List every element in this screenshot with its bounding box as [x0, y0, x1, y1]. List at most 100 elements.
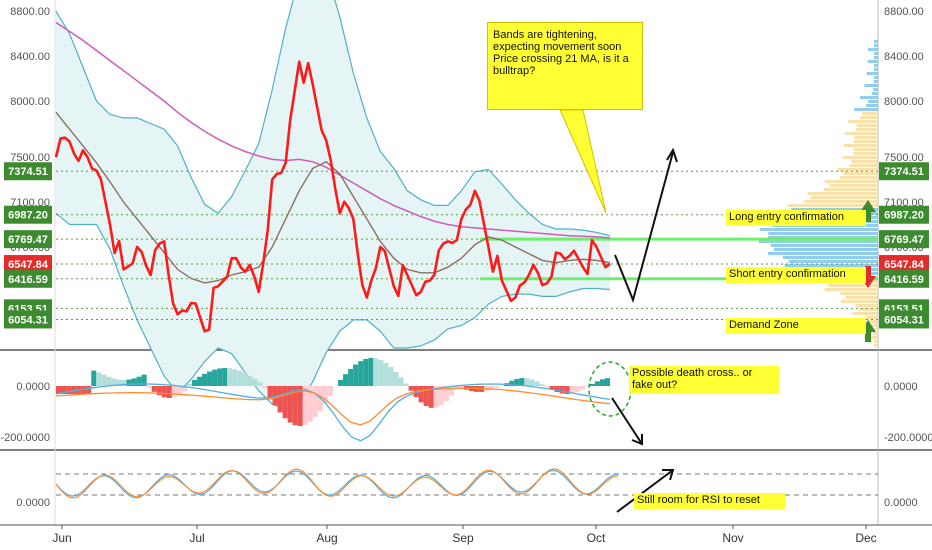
right-level-label: 6416.59	[884, 274, 924, 286]
macd-histogram-bar	[579, 386, 585, 390]
macd-histogram-bar	[599, 379, 605, 386]
macd-histogram-bar	[529, 379, 535, 386]
macd-histogram-bar	[161, 386, 167, 398]
rsi-right-tick: 0.0000	[884, 497, 918, 509]
macd-histogram-bar	[443, 386, 449, 402]
volume-profile-bar	[784, 264, 878, 267]
right-price-tick: 8400.00	[884, 51, 924, 63]
demand-up-arrow-icon	[860, 320, 876, 342]
volume-profile-bar	[865, 316, 878, 319]
macd-histogram-bar	[141, 374, 147, 386]
volume-profile-bar	[874, 76, 878, 79]
short-entry-label: Short entry confirmation	[726, 267, 866, 283]
price-line	[54, 60, 611, 333]
macd-histogram-bar	[403, 383, 409, 386]
rsi-signal-line	[55, 468, 619, 499]
left-level-badge	[4, 162, 52, 181]
x-tick-label: Nov	[722, 531, 743, 545]
macd-histogram-bar	[91, 370, 97, 386]
macd-histogram-bar	[534, 381, 540, 386]
right-price-tick: 8000.00	[884, 96, 924, 108]
volume-profile-bar	[758, 240, 878, 243]
macd-histogram-bar	[247, 375, 253, 386]
macd-histogram-bar	[604, 378, 610, 386]
macd-histogram-bar	[423, 386, 429, 407]
volume-profile-bar	[759, 228, 878, 231]
macd-histogram-bar	[146, 386, 152, 388]
macd-histogram-bar	[191, 379, 198, 386]
macd-histogram-bar	[569, 386, 575, 394]
macd-histogram-bar	[126, 379, 132, 386]
macd-histogram-bar	[227, 368, 233, 386]
volume-profile-bar	[874, 344, 878, 347]
macd-histogram-bar	[584, 386, 590, 387]
macd-histogram-bar	[594, 381, 600, 386]
macd-histogram-bar	[494, 386, 500, 388]
volume-profile-bar	[853, 108, 878, 111]
x-tick-label: Jun	[52, 531, 71, 545]
macd-histogram-bar	[393, 372, 399, 386]
macd-histogram-bar	[207, 371, 213, 386]
right-level-badge	[879, 255, 929, 274]
left-level-label: 6054.31	[8, 314, 48, 326]
left-level-label: 6547.84	[8, 259, 49, 271]
macd-histogram-bar	[564, 386, 570, 394]
volume-profile-bar	[874, 80, 878, 83]
volume-profile-bar	[843, 172, 878, 175]
left-level-badge	[4, 310, 52, 329]
macd-histogram-bar	[368, 358, 374, 386]
macd-histogram-bar	[327, 386, 333, 396]
right-level-badge	[879, 205, 929, 224]
volume-profile	[758, 40, 878, 347]
macd-histogram-bar	[398, 377, 404, 386]
volume-profile-bar	[853, 148, 878, 151]
long-up-arrow-icon	[860, 200, 876, 222]
volume-profile-bar	[807, 192, 878, 195]
volume-profile-bar	[855, 128, 878, 131]
macd-histogram-bar	[101, 374, 107, 386]
macd-histogram-bar	[71, 386, 77, 394]
volume-profile-bar	[804, 200, 878, 203]
macd-histogram-bar	[106, 376, 112, 386]
left-price-tick: 8000.00	[10, 96, 50, 108]
macd-histogram-bar	[61, 386, 67, 394]
volume-profile-bar	[839, 176, 878, 179]
volume-profile-bar	[874, 340, 878, 343]
macd-right-tick: 0.0000	[884, 381, 918, 393]
volume-profile-bar	[773, 248, 878, 251]
left-level-badge	[4, 269, 52, 288]
right-level-label: 7374.51	[884, 166, 924, 178]
volume-profile-bar	[788, 260, 878, 263]
volume-profile-bar	[873, 332, 878, 335]
upper-band-line	[55, 0, 611, 237]
macd-histogram-bar	[378, 360, 384, 386]
macd-indicator	[55, 358, 632, 442]
macd-histogram-bar	[282, 386, 288, 419]
macd-histogram-bar	[524, 378, 530, 386]
macd-histogram-bar	[438, 386, 444, 406]
volume-profile-bar	[791, 208, 878, 211]
macd-histogram-bar	[589, 383, 595, 386]
volume-profile-bar	[829, 184, 878, 187]
volume-profile-bar	[854, 136, 878, 139]
signal-line	[55, 387, 611, 426]
right-level-label: 6547.84	[884, 259, 925, 271]
volume-profile-bar	[867, 60, 878, 63]
macd-histogram-bar	[348, 368, 354, 386]
macd-histogram-bar	[156, 386, 162, 396]
macd-histogram-bar	[166, 386, 172, 398]
macd-histogram-bar	[262, 386, 268, 389]
volume-profile-bar	[824, 288, 878, 291]
death-cross-circle	[588, 361, 632, 417]
volume-profile-bar	[874, 64, 878, 67]
death-cross-label: Possible death cross.. or fake out?	[629, 366, 779, 394]
macd-line	[55, 383, 611, 442]
macd-arrow-head	[631, 434, 643, 446]
macd-histogram-bar	[121, 379, 127, 386]
macd-histogram-bar	[181, 386, 187, 392]
volume-profile-bar	[782, 256, 878, 259]
right-level-badge	[879, 230, 929, 249]
macd-histogram-bar	[453, 386, 459, 390]
macd-histogram-bar	[56, 386, 62, 394]
volume-profile-bar	[844, 132, 878, 135]
